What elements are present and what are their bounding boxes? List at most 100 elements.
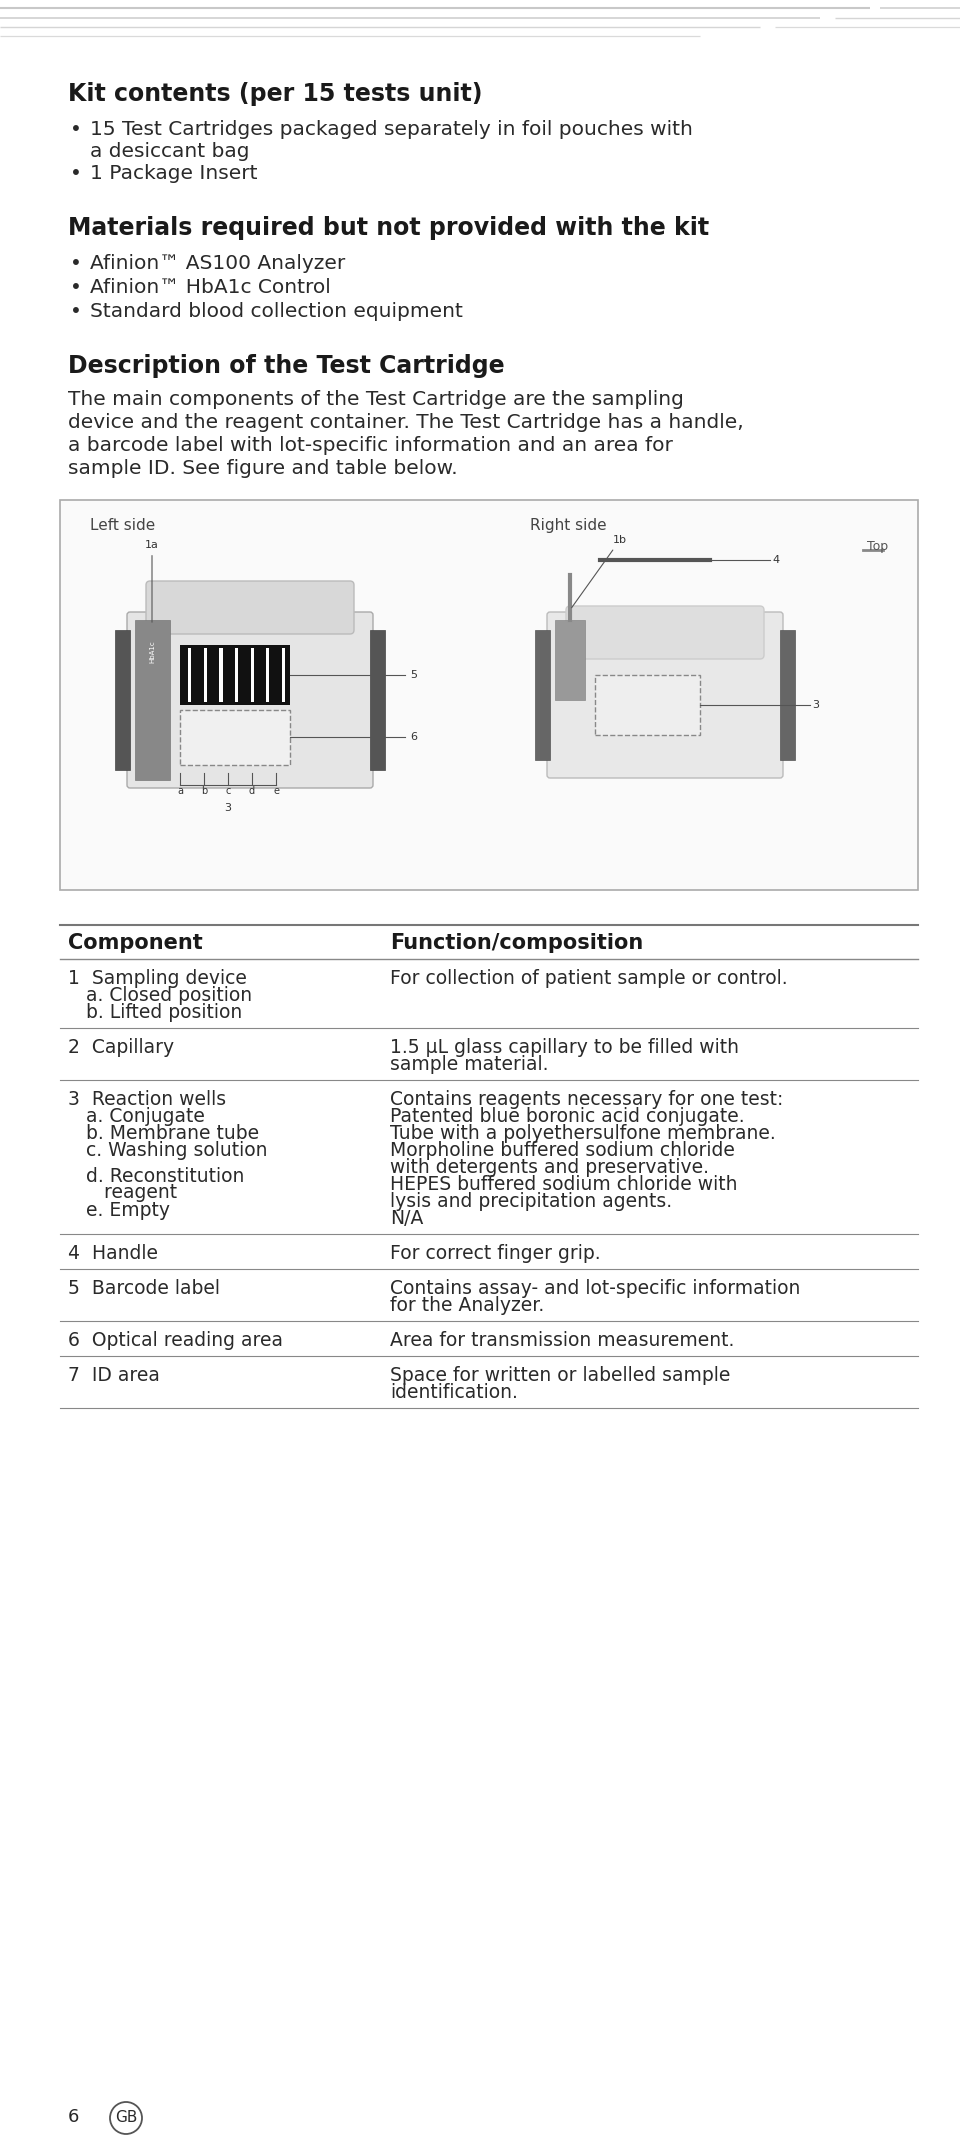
Bar [251, 648, 253, 702]
Text: with detergents and preservative.: with detergents and preservative. [390, 1158, 709, 1178]
Text: a. Conjugate: a. Conjugate [68, 1107, 204, 1126]
Bar [535, 631, 550, 760]
Text: Space for written or labelled sample: Space for written or labelled sample [390, 1365, 731, 1384]
Text: sample material.: sample material. [390, 1055, 548, 1074]
Bar [188, 648, 191, 702]
Text: Kit contents (per 15 tests unit): Kit contents (per 15 tests unit) [68, 82, 483, 105]
Bar [255, 648, 259, 702]
Text: 6: 6 [410, 732, 417, 743]
Text: a: a [177, 786, 183, 797]
Bar [183, 648, 186, 702]
Bar [214, 648, 217, 702]
Bar [229, 648, 233, 702]
Text: HbA1c: HbA1c [149, 639, 155, 663]
Text: lysis and precipitation agents.: lysis and precipitation agents. [390, 1193, 672, 1210]
Text: Function/composition: Function/composition [390, 932, 643, 954]
Text: Afinion™ AS100 Analyzer: Afinion™ AS100 Analyzer [90, 254, 346, 273]
Text: d: d [249, 786, 255, 797]
Text: 6  Optical reading area: 6 Optical reading area [68, 1331, 283, 1350]
Bar [272, 648, 275, 702]
Bar [595, 676, 700, 734]
Bar [193, 648, 197, 702]
Text: For collection of patient sample or control.: For collection of patient sample or cont… [390, 969, 787, 988]
Text: Description of the Test Cartridge: Description of the Test Cartridge [68, 353, 505, 379]
Text: Right side: Right side [530, 519, 607, 534]
Text: •: • [70, 164, 82, 183]
Text: Tube with a polyethersulfone membrane.: Tube with a polyethersulfone membrane. [390, 1124, 776, 1143]
Text: identification.: identification. [390, 1382, 517, 1402]
FancyBboxPatch shape [566, 605, 764, 659]
Text: Component: Component [68, 932, 203, 954]
Text: 2  Capillary: 2 Capillary [68, 1038, 174, 1057]
Bar [209, 648, 212, 702]
Text: e. Empty: e. Empty [68, 1201, 170, 1219]
Text: a desiccant bag: a desiccant bag [90, 142, 250, 161]
Text: Left side: Left side [90, 519, 156, 534]
Bar [225, 648, 228, 702]
Text: 1a: 1a [145, 540, 159, 622]
Text: •: • [70, 254, 82, 273]
Bar [235, 648, 238, 702]
Text: a. Closed position: a. Closed position [68, 986, 252, 1005]
Bar [180, 646, 290, 704]
Text: 3: 3 [225, 803, 231, 814]
Bar [261, 648, 264, 702]
Text: sample ID. See figure and table below.: sample ID. See figure and table below. [68, 459, 458, 478]
Text: for the Analyzer.: for the Analyzer. [390, 1296, 544, 1315]
Bar [276, 648, 279, 702]
Text: b. Membrane tube: b. Membrane tube [68, 1124, 259, 1143]
Bar [370, 631, 385, 771]
Bar [282, 648, 285, 702]
Bar [555, 620, 585, 700]
Text: Afinion™ HbA1c Control: Afinion™ HbA1c Control [90, 278, 331, 297]
Bar [60, 499, 918, 889]
Text: 4  Handle: 4 Handle [68, 1244, 158, 1264]
Text: c: c [226, 786, 230, 797]
Text: 4: 4 [772, 555, 780, 564]
Text: Patented blue boronic acid conjugate.: Patented blue boronic acid conjugate. [390, 1107, 745, 1126]
Bar [135, 620, 170, 779]
Text: Contains assay- and lot-specific information: Contains assay- and lot-specific informa… [390, 1279, 801, 1298]
Bar [199, 648, 202, 702]
FancyBboxPatch shape [547, 611, 783, 777]
Text: device and the reagent container. The Test Cartridge has a handle,: device and the reagent container. The Te… [68, 413, 744, 433]
Text: Standard blood collection equipment: Standard blood collection equipment [90, 301, 463, 321]
Bar [180, 710, 290, 764]
Bar [204, 648, 207, 702]
Text: •: • [70, 278, 82, 297]
Text: 3: 3 [812, 700, 819, 710]
Text: 1.5 μL glass capillary to be filled with: 1.5 μL glass capillary to be filled with [390, 1038, 739, 1057]
Text: N/A: N/A [390, 1210, 423, 1227]
Text: a barcode label with lot-specific information and an area for: a barcode label with lot-specific inform… [68, 437, 673, 454]
Text: 3  Reaction wells: 3 Reaction wells [68, 1089, 227, 1109]
Text: 7  ID area: 7 ID area [68, 1365, 160, 1384]
Text: d. Reconstitution: d. Reconstitution [68, 1167, 245, 1186]
Text: b. Lifted position: b. Lifted position [68, 1003, 242, 1023]
Text: 1  Sampling device: 1 Sampling device [68, 969, 247, 988]
Bar [266, 648, 270, 702]
Text: HEPES buffered sodium chloride with: HEPES buffered sodium chloride with [390, 1176, 737, 1195]
Bar [115, 631, 130, 771]
Text: 5: 5 [410, 670, 417, 680]
Text: 6: 6 [68, 2108, 80, 2125]
FancyBboxPatch shape [127, 611, 373, 788]
FancyBboxPatch shape [146, 581, 354, 633]
Text: For correct finger grip.: For correct finger grip. [390, 1244, 601, 1264]
Text: GB: GB [115, 2110, 137, 2125]
Text: e: e [273, 786, 279, 797]
Text: •: • [70, 121, 82, 140]
Text: 1 Package Insert: 1 Package Insert [90, 164, 257, 183]
Text: 15 Test Cartridges packaged separately in foil pouches with: 15 Test Cartridges packaged separately i… [90, 121, 693, 140]
Text: reagent: reagent [68, 1184, 178, 1204]
Bar [240, 648, 243, 702]
Bar [780, 631, 795, 760]
Text: Contains reagents necessary for one test:: Contains reagents necessary for one test… [390, 1089, 783, 1109]
Text: •: • [70, 301, 82, 321]
Text: 5  Barcode label: 5 Barcode label [68, 1279, 220, 1298]
Bar [246, 648, 249, 702]
Text: b: b [201, 786, 207, 797]
Text: 1b: 1b [571, 534, 627, 607]
Text: Materials required but not provided with the kit: Materials required but not provided with… [68, 215, 709, 239]
Text: Top: Top [867, 540, 888, 553]
Text: Morpholine buffered sodium chloride: Morpholine buffered sodium chloride [390, 1141, 734, 1160]
